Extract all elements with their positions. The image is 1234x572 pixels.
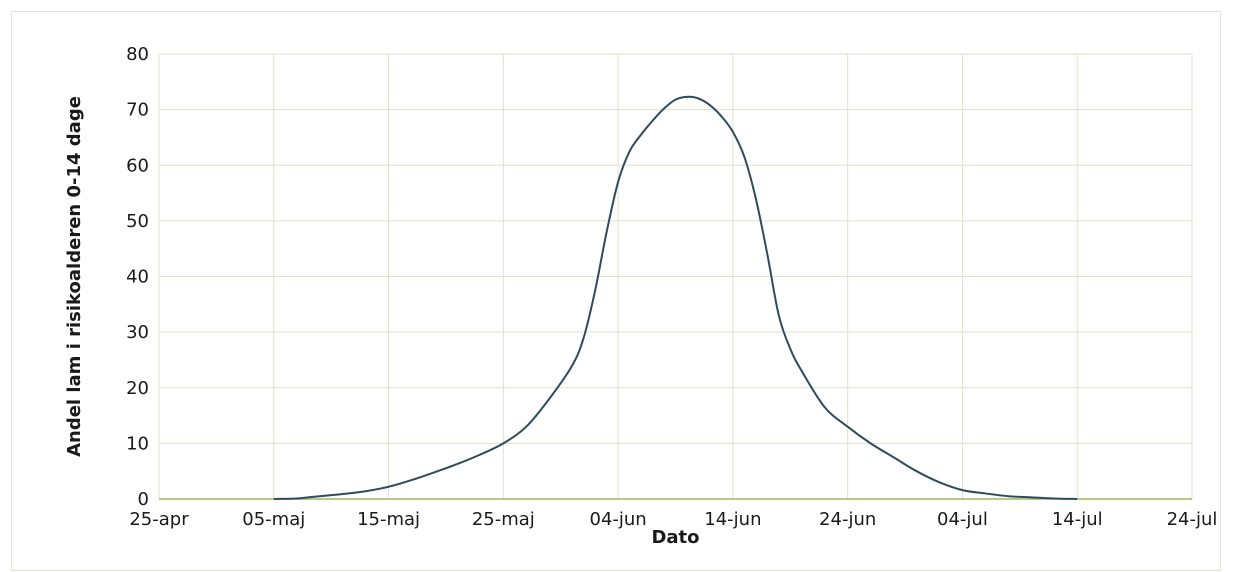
y-tick-label: 80: [126, 44, 149, 65]
x-tick-labels: 25-apr 05-maj 15-maj 25-maj 04-jun 14-jun 24-j…: [129, 509, 1217, 530]
x-tick-label: 14-jul: [1052, 509, 1103, 530]
x-tick-label: 14-jun: [704, 509, 761, 530]
y-tick-label: 40: [126, 267, 149, 288]
x-tick-label: 24-jun: [819, 509, 876, 530]
y-tick-label: 10: [126, 433, 149, 454]
y-tick-label: 30: [126, 322, 149, 343]
y-tick-label: 20: [126, 378, 149, 399]
y-tick-label: 0: [138, 489, 149, 510]
x-axis-title: Dato: [651, 527, 699, 548]
y-tick-label: 60: [126, 155, 149, 176]
y-tick-labels: 0 10 20 30 40 50 60 70 80: [126, 44, 149, 510]
x-tick-label: 05-maj: [242, 509, 305, 530]
series-line: [273, 95, 1078, 500]
series-layer: [273, 95, 1078, 500]
x-tick-label: 24-jul: [1167, 509, 1218, 530]
y-tick-label: 70: [126, 100, 149, 121]
y-axis-title: Andel lam i risikoalderen 0-14 dage: [64, 96, 85, 457]
line-chart: 0 10 20 30 40 50 60 70 80 25-apr 05-maj 15-maj 25-m…: [64, 44, 1217, 548]
x-tick-label: 04-jul: [937, 509, 988, 530]
chart-frame: 0 10 20 30 40 50 60 70 80 25-apr 05-maj 15-maj 25-m…: [11, 11, 1221, 571]
grid-lines: [158, 53, 1193, 499]
x-tick-label: 25-maj: [472, 509, 535, 530]
y-tick-label: 50: [126, 211, 149, 232]
x-tick-label: 15-maj: [357, 509, 420, 530]
x-tick-label: 25-apr: [129, 509, 189, 530]
x-tick-label: 04-jun: [590, 509, 647, 530]
